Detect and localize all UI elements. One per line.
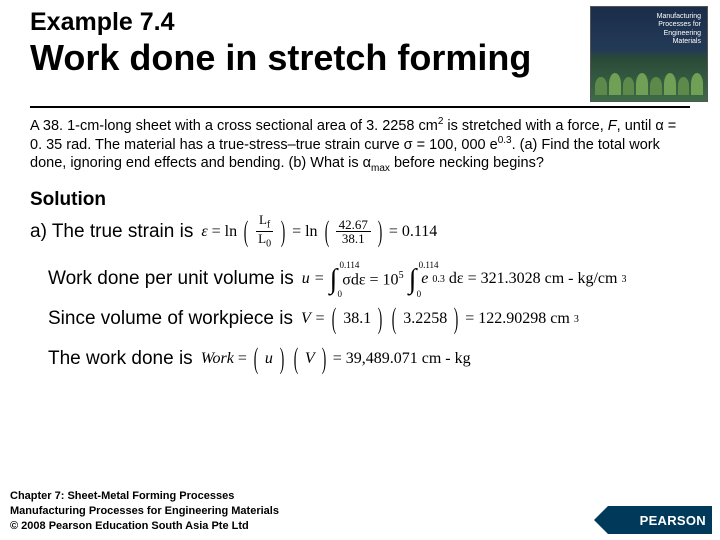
equation-volume: V = (38.1)(3.2258) = 122.90298 cm3 [301,310,579,328]
equation-true-strain: ε = ln ( Lf L0 ) = ln ( 42.67 38.1 ) = 0… [201,213,437,250]
variable-F: F [608,118,617,134]
book-cover-thumbnail: ManufacturingProcesses forEngineeringMat… [590,6,708,102]
solution-text: a) The true strain is [30,221,193,243]
solution-line-a: a) The true strain is ε = ln ( Lf L0 ) =… [30,213,690,250]
header-divider [30,106,690,108]
pearson-logo: PEARSON [608,506,712,534]
solution-text: Work done per unit volume is [48,268,294,290]
solution-line-v: Since volume of workpiece is V = (38.1)(… [30,308,690,330]
solution-section: Solution a) The true strain is ε = ln ( … [0,175,720,370]
problem-text: A 38. 1-cm-long sheet with a cross secti… [30,118,438,134]
problem-text: is stretched with a force, [443,118,607,134]
solution-text: Since volume of workpiece is [48,308,293,330]
sup-03: 0.3 [498,135,512,146]
solution-text: The work done is [48,348,193,370]
problem-text: before necking begins? [390,155,544,171]
problem-statement: A 38. 1-cm-long sheet with a cross secti… [0,116,720,175]
pearson-logo-chevron [594,506,608,534]
equation-work: Work = (u)(V) = 39,489.071 cm - kg [201,350,471,368]
sub-max: max [371,163,390,174]
pearson-logo-text: PEARSON [640,513,706,528]
slide-header: Example 7.4 Work done in stretch forming… [0,0,720,106]
solution-line-work: The work done is Work = (u)(V) = 39,489.… [30,348,690,370]
solution-line-u: Work done per unit volume is u = ∫0.1140… [30,268,690,290]
solution-heading: Solution [30,189,690,211]
equation-work-per-volume: u = ∫0.1140 σdε = 105 ∫0.1140 e0.3 dε = … [302,270,627,290]
footer-chapter: Chapter 7: Sheet-Metal Forming Processes [10,489,710,504]
